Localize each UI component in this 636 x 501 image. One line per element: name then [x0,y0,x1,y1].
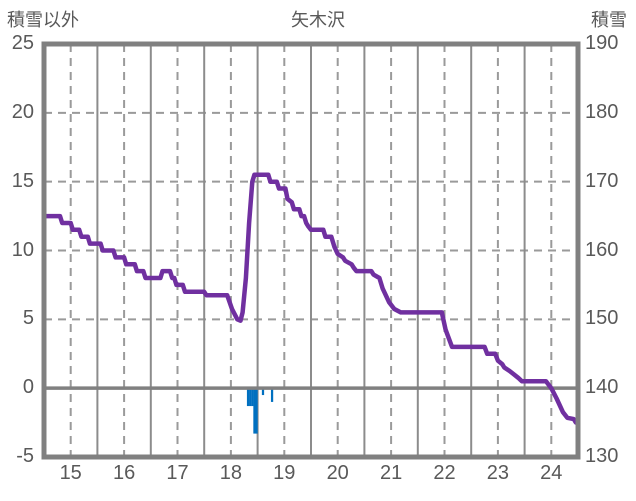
precip-bar [246,388,250,407]
precip-bar [251,388,254,407]
precip-bar [261,388,265,396]
plot-frame [41,41,581,460]
x-axis-tick-label: 16 [112,462,136,484]
left-axis-tick-label: 15 [11,169,34,192]
precip-bar [253,388,256,434]
right-axis-tick-label: 130 [585,445,619,467]
right-axis-tick-label: 150 [585,307,619,330]
right-axis-title: 積雪 [591,10,627,30]
right-axis-tick-label: 190 [585,32,619,54]
x-axis-tick-label: 21 [379,462,403,484]
x-axis-tick-label: 19 [273,462,296,484]
snow-depth-line [41,172,579,425]
x-axis-tick-label: 22 [433,462,456,484]
left-axis-title: 積雪以外 [7,10,79,30]
left-axis-tick-label: 20 [11,100,34,123]
precip-bar [270,388,274,402]
x-axis-tick-label: 23 [486,462,510,484]
x-axis-tick-label: 15 [59,462,82,484]
right-axis-tick-label: 140 [585,376,619,399]
precip-bar [249,388,252,407]
x-axis-tick-label: 24 [540,462,563,484]
right-axis-tick-label: 170 [585,169,619,192]
left-axis-tick-label: 25 [11,32,34,54]
x-axis-tick-label: 17 [166,462,189,484]
left-axis-tick-label: 5 [22,307,34,330]
station-title: 矢木沢 [291,10,345,30]
right-axis-tick-label: 180 [585,100,619,123]
precip-bar [255,388,258,434]
right-axis-tick-label: 160 [585,238,619,261]
x-axis-tick-label: 18 [219,462,243,484]
left-axis-tick-label: 10 [11,238,34,261]
left-axis-tick-label: -5 [16,445,34,467]
x-axis-tick-label: 20 [326,462,349,484]
left-axis-tick-label: 0 [22,376,34,399]
